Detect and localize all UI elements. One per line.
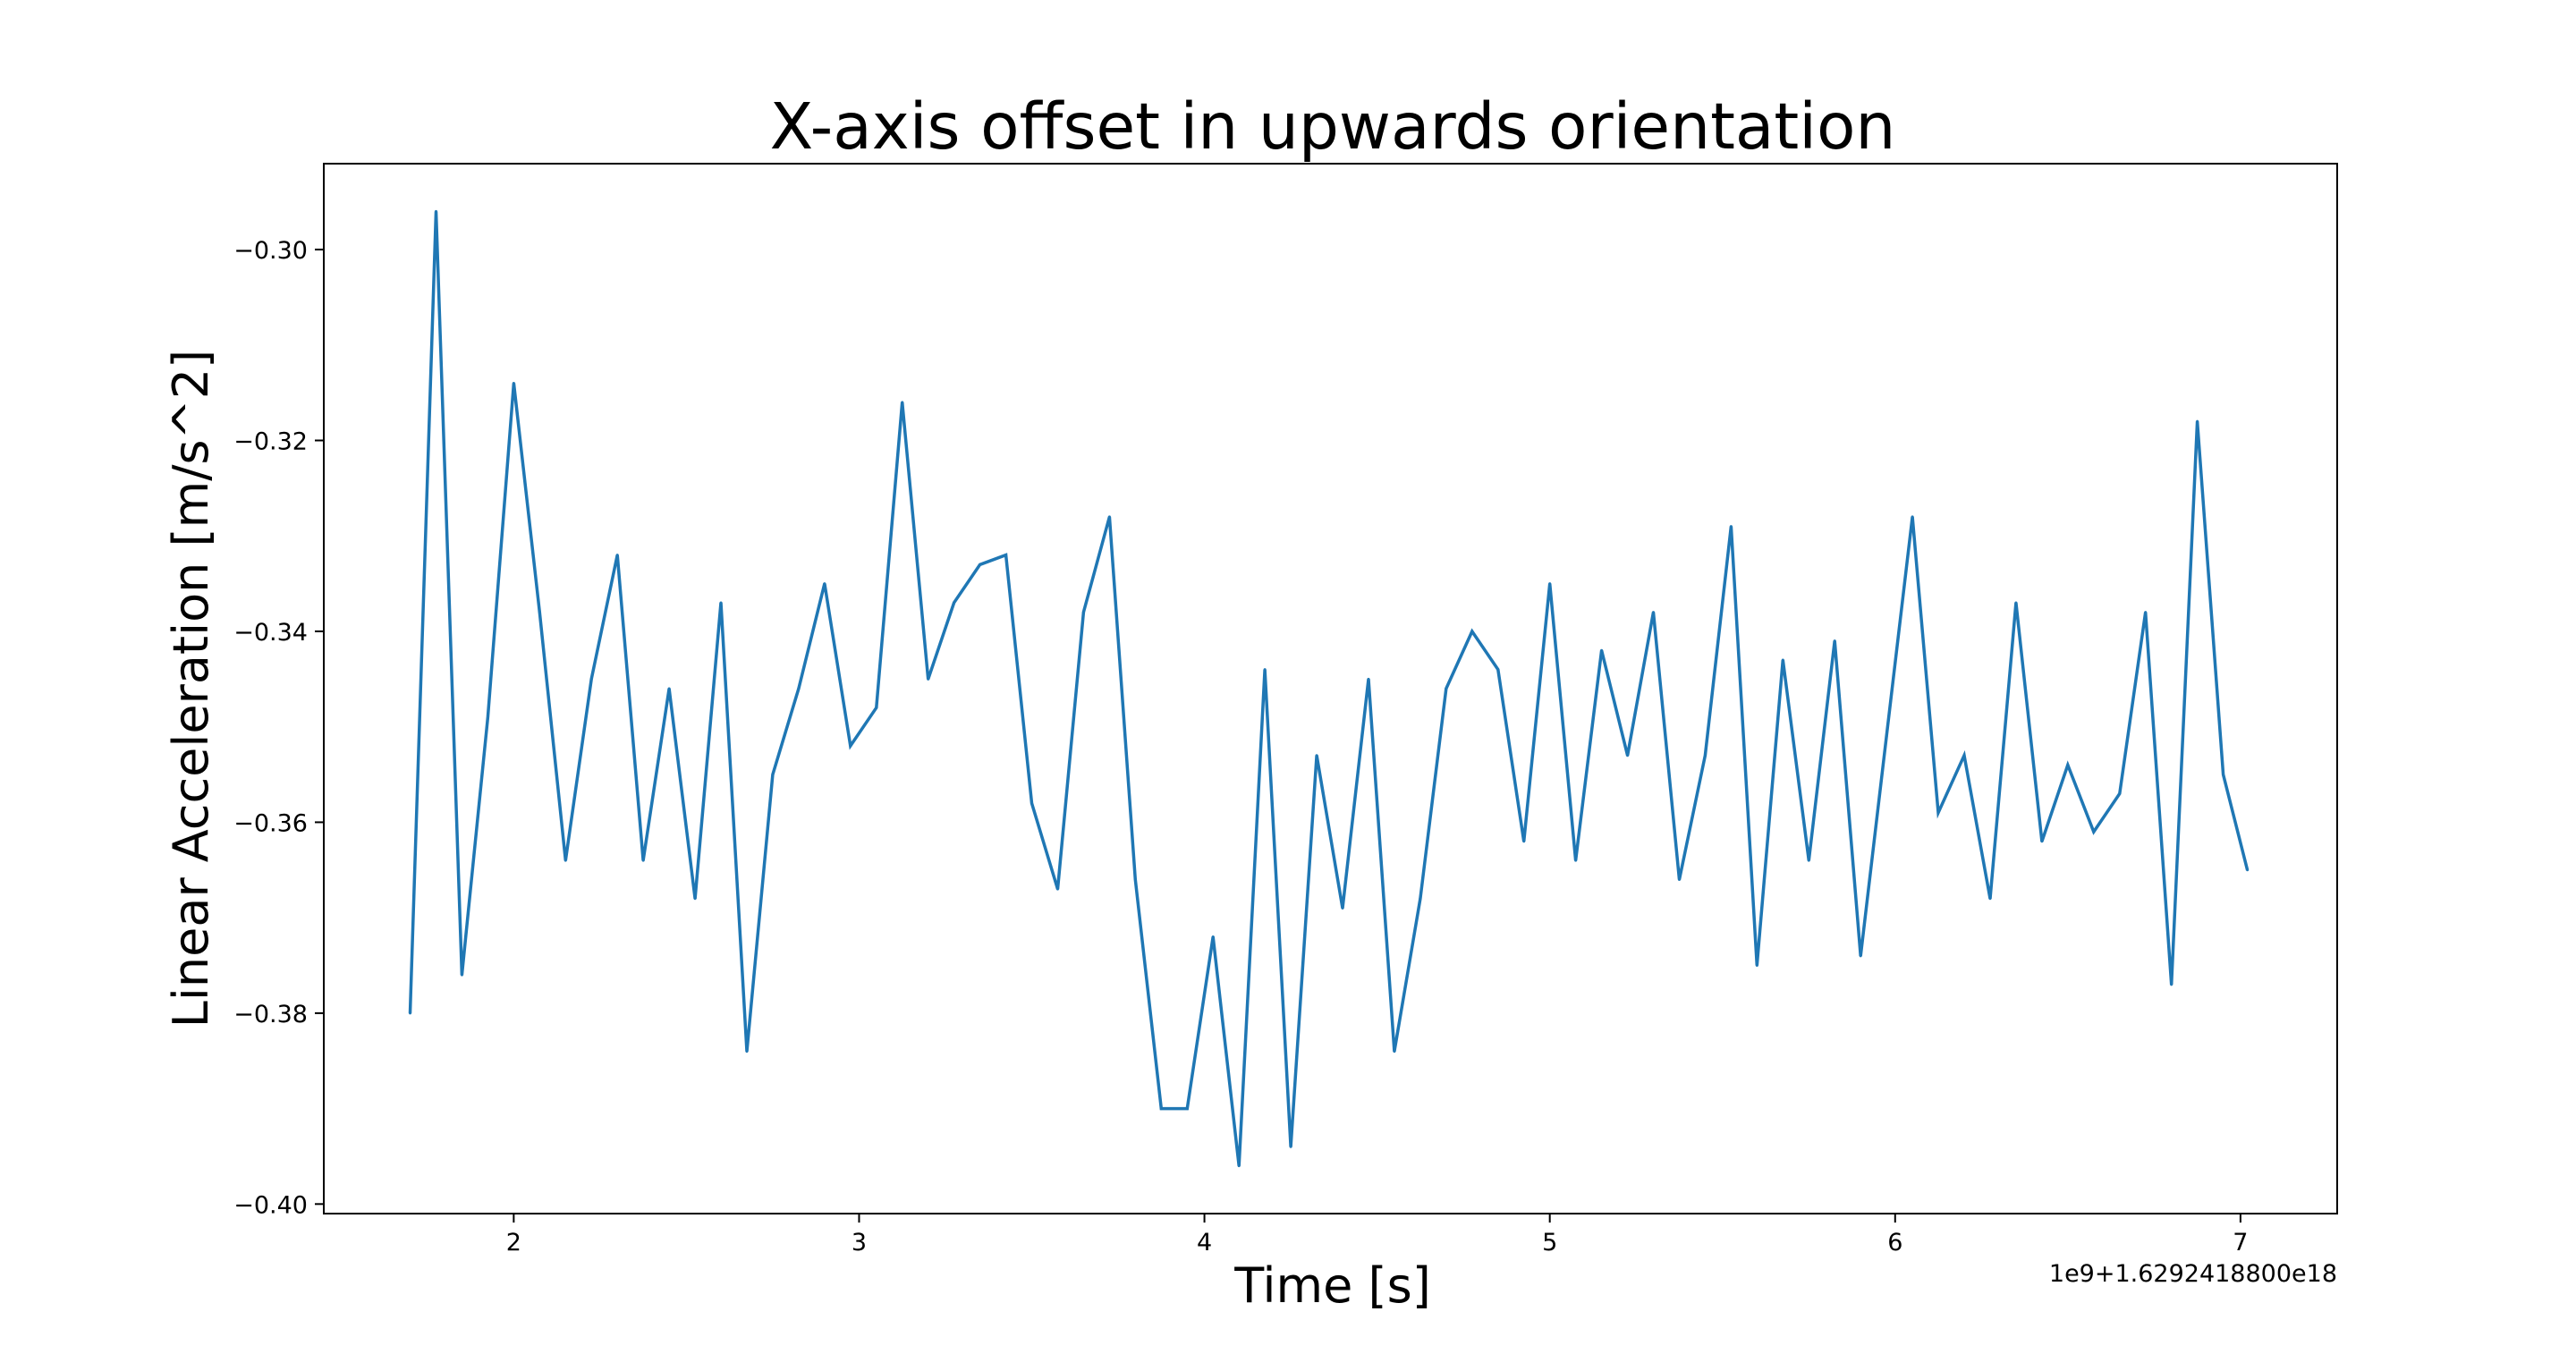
data-point (1729, 525, 1733, 529)
data-point (953, 601, 956, 605)
data-point (2144, 611, 2148, 614)
data-point (1600, 648, 1604, 652)
data-point (1004, 554, 1008, 557)
data-point (1781, 658, 1784, 662)
y-tick-label: −0.34 (233, 619, 308, 647)
y-tick-label: −0.36 (233, 809, 308, 837)
data-point (1859, 954, 1862, 958)
data-point (1885, 734, 1888, 738)
plot-frame (323, 163, 2338, 1214)
y-tick-label: −0.40 (233, 1191, 308, 1219)
plot-area (408, 209, 2250, 1168)
data-point (771, 773, 775, 776)
chart-title: X-axis offset in upwards orientation (770, 89, 1896, 164)
data-point (1315, 754, 1318, 757)
data-point (2118, 791, 2122, 795)
data-point (927, 677, 930, 681)
data-point (797, 687, 801, 690)
data-point (1807, 859, 1810, 862)
data-point (1081, 611, 1085, 614)
data-point (875, 706, 878, 709)
data-point (1289, 1145, 1292, 1148)
data-point (538, 611, 541, 614)
data-point (1522, 840, 1526, 843)
data-point (1548, 582, 1552, 586)
data-point (1030, 801, 1034, 805)
data-point (1341, 906, 1344, 910)
data-point (2040, 840, 2044, 843)
data-point (1263, 668, 1267, 672)
data-point (1055, 887, 1059, 891)
data-point (2092, 830, 2096, 834)
data-point (1393, 1050, 1396, 1054)
data-point (2246, 868, 2250, 872)
data-point (745, 1050, 749, 1054)
data-point (667, 687, 671, 690)
data-point (901, 401, 904, 404)
data-point (2170, 983, 2174, 986)
series-line (408, 211, 2250, 1166)
data-point (1470, 630, 1474, 633)
data-point (641, 859, 645, 862)
data-point (2222, 773, 2225, 776)
data-point (2066, 763, 2070, 766)
x-axis: 2 3 4 5 6 7 (506, 1214, 2248, 1257)
x-tick-label: 4 (1197, 1229, 1212, 1257)
data-point (1159, 1107, 1163, 1111)
data-point (512, 381, 515, 385)
data-point (564, 859, 567, 862)
data-point (1677, 877, 1681, 881)
y-axis-label: Linear Acceleration [m/s^2] (163, 350, 219, 1028)
data-point (849, 744, 852, 748)
data-point (1755, 964, 1758, 968)
y-tick-label: −0.38 (233, 1001, 308, 1028)
y-tick-label: −0.30 (233, 237, 308, 265)
x-axis-offset-text: 1e9+1.6292418800e18 (2049, 1260, 2337, 1288)
data-point (1936, 811, 1940, 815)
data-point (486, 715, 489, 719)
data-point (719, 601, 723, 605)
data-point (1445, 687, 1448, 690)
data-point (1703, 754, 1707, 757)
data-point (434, 209, 437, 213)
data-point (1988, 897, 1992, 901)
data-point (1833, 639, 1836, 643)
x-tick-label: 5 (1542, 1229, 1557, 1257)
data-point (1626, 754, 1630, 757)
data-point (1185, 1107, 1189, 1111)
data-point (1107, 515, 1111, 519)
data-point (2014, 601, 2018, 605)
x-tick-label: 6 (1887, 1229, 1902, 1257)
data-point (2196, 419, 2199, 423)
data-point (1496, 668, 1500, 672)
data-point (693, 897, 697, 901)
data-point (1574, 859, 1578, 862)
x-tick-label: 7 (2233, 1229, 2248, 1257)
data-point (1652, 611, 1656, 614)
x-tick-label: 3 (852, 1229, 867, 1257)
data-point (1211, 935, 1215, 938)
data-point (979, 563, 982, 566)
data-point (409, 1011, 412, 1015)
y-axis: −0.30 −0.32 −0.34 −0.36 −0.38 −0.40 (233, 237, 324, 1219)
data-point (1911, 515, 1914, 519)
x-tick-label: 2 (506, 1229, 521, 1257)
data-point (615, 554, 619, 557)
data-point (1367, 677, 1370, 681)
y-tick-label: −0.32 (233, 428, 308, 456)
data-point (1133, 877, 1137, 881)
data-point (460, 973, 463, 977)
x-axis-label: Time [s] (1233, 1257, 1431, 1314)
data-point (1237, 1164, 1241, 1168)
data-point (1419, 897, 1422, 901)
data-point (823, 582, 826, 586)
data-point (1962, 754, 1966, 757)
data-point (589, 677, 593, 681)
